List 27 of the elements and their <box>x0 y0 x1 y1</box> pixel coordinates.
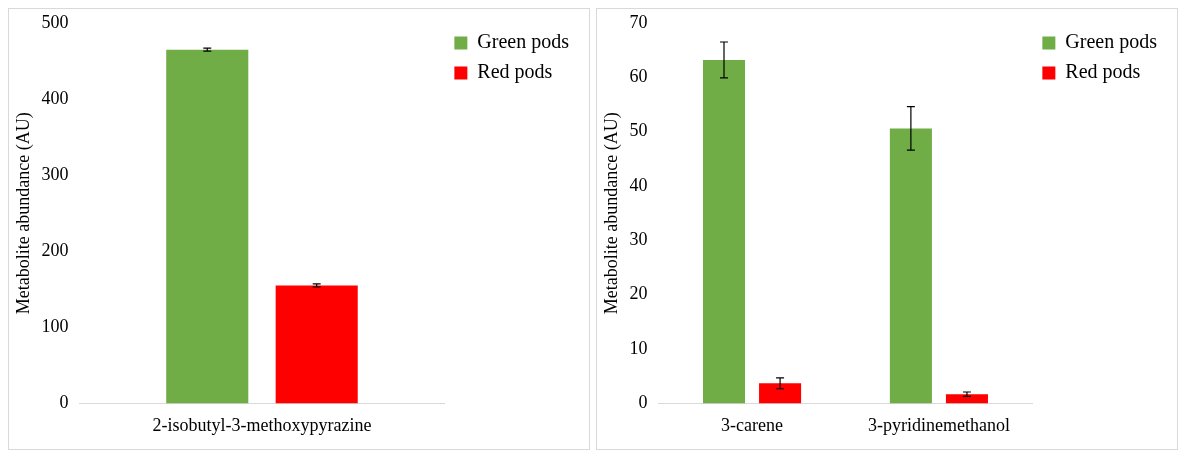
y-tick-label: 100 <box>41 316 69 337</box>
y-tick-label: 30 <box>629 229 648 250</box>
bar <box>759 383 802 404</box>
y-tick-label: 500 <box>41 11 69 32</box>
legend-label: Green pods <box>1065 30 1158 54</box>
y-tick-label: 200 <box>41 239 69 260</box>
y-tick-label: 0 <box>638 392 648 413</box>
x-tick-label: 2-isobutyl-3-methoxypyrazine <box>152 414 372 435</box>
bar <box>889 128 932 404</box>
y-tick-label: 10 <box>629 337 648 358</box>
y-tick-label: 20 <box>629 283 648 304</box>
x-tick-label: 3-pyridinemethanol <box>867 414 1010 435</box>
y-tick-label: 40 <box>629 174 648 195</box>
y-tick-label: 400 <box>41 87 69 108</box>
y-axis-title: Metabolite abundance (AU) <box>600 112 622 315</box>
legend-label: Red pods <box>477 60 553 84</box>
y-tick-label: 60 <box>629 66 648 87</box>
bar <box>702 59 746 404</box>
y-tick-label: 0 <box>59 392 69 413</box>
bar <box>945 394 988 404</box>
x-tick-label: 3-carene <box>721 414 784 435</box>
legend-label: Green pods <box>477 30 570 54</box>
y-axis-title: Metabolite abundance (AU) <box>12 112 34 315</box>
legend-label: Red pods <box>1065 60 1141 84</box>
y-tick-label: 70 <box>629 11 648 32</box>
y-tick-label: 300 <box>41 163 69 184</box>
y-tick-label: 50 <box>629 120 648 141</box>
